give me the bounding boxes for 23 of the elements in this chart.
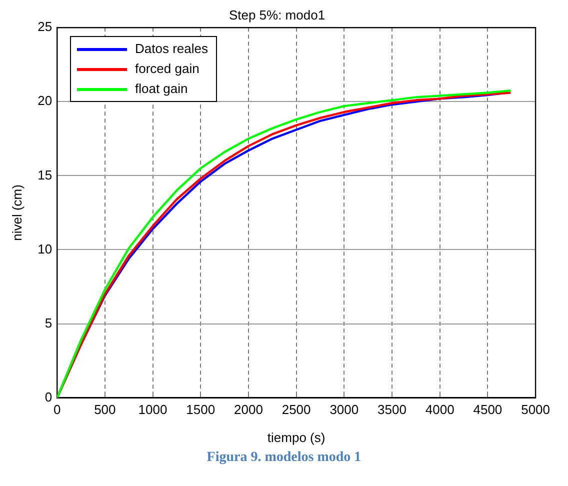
legend-label: float gain — [135, 80, 188, 98]
y-axis-title: nivel (cm) — [9, 184, 24, 241]
chart-title: Step 5%: modo1 — [228, 7, 326, 22]
x-tick-label: 3000 — [330, 402, 359, 418]
y-tick-label: 25 — [38, 19, 52, 34]
y-tick-label: 5 — [44, 315, 52, 330]
x-tick-label: 3500 — [378, 402, 406, 418]
legend-label: forced gain — [135, 60, 200, 78]
x-tick-label: 2000 — [234, 402, 263, 418]
x-tick-label: 500 — [94, 402, 116, 418]
y-tick-label: 0 — [44, 389, 52, 404]
y-tick-label: 20 — [38, 93, 52, 108]
x-tick-label: 5000 — [521, 402, 550, 418]
x-tick-label: 2500 — [282, 402, 311, 418]
legend-label: Datos reales — [135, 40, 208, 58]
x-tick-label: 1000 — [138, 402, 168, 418]
x-tick-label: 4000 — [425, 402, 454, 418]
y-tick-label: 10 — [38, 241, 52, 256]
x-axis-title: tiempo (s) — [267, 430, 326, 445]
text: Figura 9. modelos modo 1 — [206, 450, 362, 466]
y-tick-label: 15 — [38, 167, 52, 182]
x-tick-label: 1500 — [186, 402, 216, 418]
x-tick-label: 4500 — [473, 402, 502, 418]
